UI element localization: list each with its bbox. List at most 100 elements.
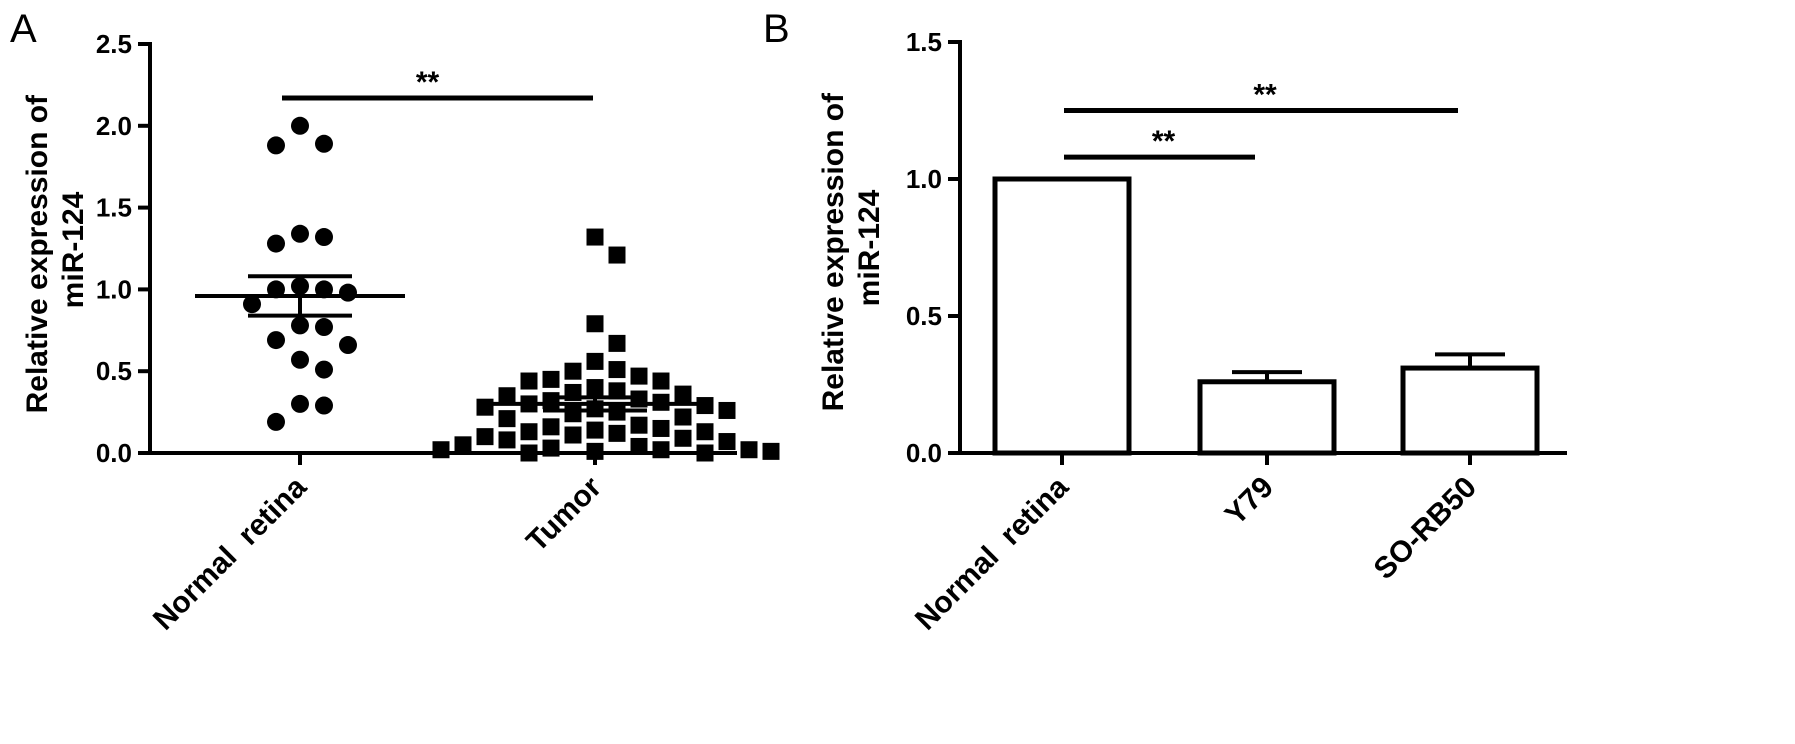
panel-a-normal-point [267,234,285,253]
panel-a-tumor-point [674,385,692,403]
panel-a-tumor-point [542,370,560,388]
panel-a-y-tick-label: 1.0 [96,274,132,304]
panel-a-tumor-point [498,431,516,449]
panel-a-significance-label: ** [416,66,440,99]
panel-a-normal-point [291,394,309,413]
panel-b-bar-chart: B 0.0 0.5 1.0 1.5 Normal retina Y79 SO-RB50 R… [763,7,1567,637]
panel-b-significance: ** ** [1064,79,1458,160]
panel-a-tumor-point [542,418,560,436]
panel-a-tumor-point [520,423,538,441]
panel-a-tumor-point [498,410,516,428]
panel-a-normal-point [315,228,333,247]
panel-a-tumor-point [586,421,604,439]
panel-a-tumor-point [652,419,670,437]
panel-a-normal-point [339,283,357,302]
panel-a-normal-point [315,134,333,153]
panel-a-tumor-point [564,405,582,423]
panel-a-tumor-point [542,439,560,457]
panel-b-significance-label: ** [1152,125,1176,158]
panel-a-normal-point [315,280,333,299]
panel-a-normal-point [267,280,285,299]
panel-a-tumor-point [652,441,670,459]
panel-a-tumor-point [630,437,648,455]
panel-a-normal-point [315,396,333,415]
panel-a-tumor-point [608,382,626,400]
panel-a-tumor-point [586,442,604,460]
panel-b-x-category-label: Y79 [1219,471,1280,532]
panel-a-axes [148,42,737,455]
panel-a-x-category-label: Normal retina [147,470,313,636]
panel-a-normal-point [267,136,285,155]
panel-a-tumor-point [520,372,538,390]
panel-a-y-tick-label: 1.5 [96,193,132,223]
panel-a-tumor-point [432,441,450,459]
panel-a-tumor-point [608,424,626,442]
panel-a-tumor-point [476,398,494,416]
panel-a-y-axis-label: Relative expression of miR-124 [21,87,90,414]
panel-a-tumor-point [608,361,626,379]
panel-a-tumor-point [608,246,626,264]
panel-a-tumor-point [696,397,714,415]
panel-a-y-tick-label: 0.5 [96,356,132,386]
panel-a-normal-point [291,350,309,369]
panel-a-tumor-point [696,423,714,441]
panel-a-tumor-point [586,352,604,370]
panel-b-y-tick-label: 1.0 [906,164,942,194]
panel-b-significance-label: ** [1253,79,1277,112]
panel-a-tumor-point [652,372,670,390]
panel-a-normal-point [291,316,309,335]
panel-b-bar [1400,365,1540,456]
panel-a-tumor-point [498,387,516,405]
panel-a-y-tick-label: 2.0 [96,111,132,141]
panel-b-x-categories: Normal retina Y79 SO-RB50 [909,453,1483,637]
panel-a-y-tick-label: 0.0 [96,438,132,468]
panel-b-y-tick-label: 1.5 [906,27,942,57]
panel-a-x-category-label: Tumor [520,470,608,558]
panel-a-tumor-point [586,228,604,246]
panel-a-tumor-point [674,408,692,426]
panel-a-normal-point [315,360,333,379]
panel-a-tumor-point [564,362,582,380]
panel-a-significance: ** [282,66,593,101]
panel-b-letter: B [763,7,790,51]
panel-b-bar [992,176,1132,456]
panel-b-y-axis-label: Relative expression of miR-124 [817,85,886,412]
panel-a-tumor-point [718,401,736,419]
panel-b-y-tick-label: 0.5 [906,301,942,331]
panel-a-letter: A [10,7,37,51]
panel-b-y-tick-label: 0.0 [906,438,942,468]
panel-a-tumor-point [586,315,604,333]
panel-a-normal-point [267,331,285,350]
panel-a-x-categories: Normal retina Tumor [147,453,608,637]
panel-a-tumor-point [564,426,582,444]
panel-a-normal-point [267,412,285,431]
panel-a-normal-point [291,116,309,135]
panel-a-tumor-point [454,436,472,454]
panel-a-y-ticks: 0.0 0.5 1.0 1.5 2.0 2.5 [96,29,150,468]
panel-b-bars [992,176,1540,456]
panel-a-tumor-point [608,334,626,352]
panel-a-y-tick-label: 2.5 [96,29,132,59]
panel-a-tumor-point [520,444,538,462]
panel-a-tumor-point [542,392,560,410]
panel-a-tumor-point [630,367,648,385]
panel-a-tumor-point [696,444,714,462]
panel-a-normal-point [315,318,333,337]
panel-a-points [243,116,780,462]
panel-a-mean-sem [195,274,700,413]
panel-b-x-category-label: SO-RB50 [1368,471,1483,586]
panel-a-tumor-point [586,379,604,397]
panel-a-tumor-point [762,442,780,460]
panel-a-tumor-point [476,428,494,446]
panel-a-normal-point [291,224,309,243]
panel-a-normal-point [243,295,261,314]
panel-a-tumor-point [630,416,648,434]
panel-a-scatter-chart: A 0.00.51.01.52.02.5 Normal retina Tumor … [10,7,780,637]
panel-a-tumor-point [674,429,692,447]
panel-a-normal-point [339,336,357,355]
panel-b-bar [1197,379,1337,456]
panel-a-tumor-point [740,441,758,459]
panel-b-y-ticks: 0.0 0.5 1.0 1.5 [906,27,960,468]
panel-b-x-category-label: Normal retina [909,470,1075,636]
